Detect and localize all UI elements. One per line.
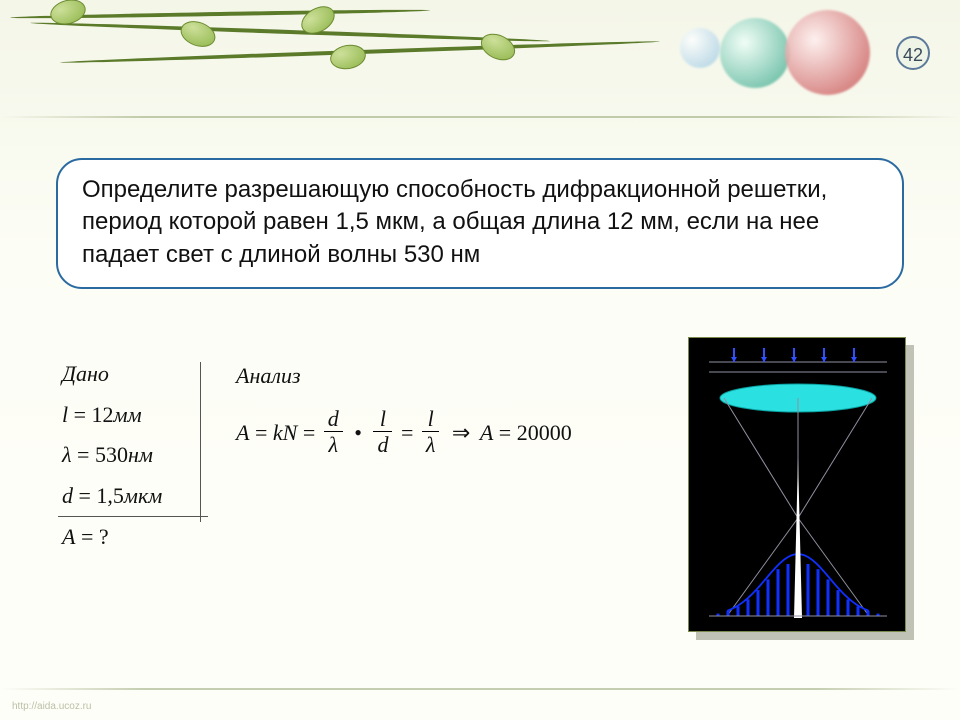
given-line-l: l = 12мм <box>62 395 212 436</box>
given-line-lambda: λ = 530нм <box>62 435 212 476</box>
problem-statement-box: Определите разрешающую способность дифра… <box>56 158 904 289</box>
header-decoration <box>0 0 960 120</box>
diffraction-diagram <box>688 337 906 632</box>
analysis-title: Анализ <box>236 363 572 389</box>
given-title: Дано <box>62 354 212 395</box>
given-question: A = ? <box>62 517 212 558</box>
divider-bottom <box>0 688 960 690</box>
divider-top <box>0 116 960 118</box>
diffraction-svg <box>689 338 907 633</box>
given-line-d: d = 1,5мкм <box>62 476 212 517</box>
problem-text: Определите разрешающую способность дифра… <box>82 176 827 268</box>
given-block: Дано l = 12мм λ = 530нм d = 1,5мкм A = ? <box>62 354 212 557</box>
slide-number-badge: 42 <box>896 36 930 70</box>
watermark: http://aida.ucoz.ru <box>12 701 92 712</box>
analysis-formula: A = kN = d λ • l d = l λ ⇒ A = 20000 <box>236 403 572 463</box>
given-separator-vertical <box>200 362 201 522</box>
given-separator-horizontal <box>58 516 208 517</box>
analysis-block: Анализ A = kN = d λ • l d = l λ ⇒ A = 20… <box>236 363 572 463</box>
